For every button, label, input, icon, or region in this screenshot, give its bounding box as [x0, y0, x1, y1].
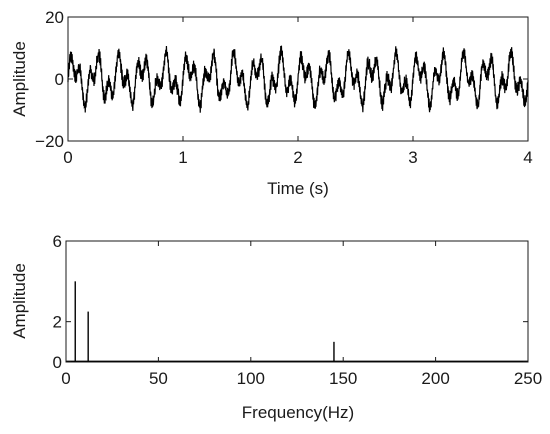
frequency-x-tick-label: 50	[149, 369, 168, 388]
frequency-domain-chart: 0 50 100 150 200 250 0 2 6 Frequency(Hz) Amplit…	[10, 232, 542, 422]
time-x-tick-label: 0	[63, 148, 72, 167]
time-x-tick-label: 3	[408, 148, 417, 167]
frequency-x-tick-label: 200	[421, 369, 449, 388]
frequency-y-tick-label: 0	[53, 353, 62, 372]
frequency-y-ticks: 0 2 6	[53, 232, 528, 372]
frequency-x-ticks: 0 50 100 150 200 250	[61, 241, 542, 388]
frequency-x-tick-label: 250	[514, 369, 542, 388]
time-x-tick-label: 2	[293, 148, 302, 167]
time-x-axis-label: Time (s)	[267, 179, 329, 198]
frequency-y-axis-label: Amplitude	[10, 263, 29, 339]
time-y-tick-label: 20	[45, 8, 64, 27]
frequency-y-tick-label: 6	[53, 232, 62, 251]
frequency-y-tick-label: 2	[53, 313, 62, 332]
time-x-tick-label: 4	[523, 148, 532, 167]
time-y-axis-label: Amplitude	[10, 41, 29, 117]
frequency-peaks	[74, 281, 335, 362]
frequency-plot-frame	[65, 240, 529, 363]
time-signal-line	[67, 45, 529, 113]
time-y-tick-label: −20	[35, 132, 64, 151]
frequency-x-tick-label: 150	[329, 369, 357, 388]
time-x-tick-label: 1	[178, 148, 187, 167]
frequency-x-tick-label: 100	[237, 369, 265, 388]
frequency-x-axis-label: Frequency(Hz)	[242, 403, 354, 422]
frequency-x-tick-label: 0	[61, 369, 70, 388]
time-y-ticks: −20 0 20	[35, 8, 528, 151]
time-y-tick-label: 0	[55, 70, 64, 89]
time-x-ticks: 0 1 2 3 4	[63, 17, 533, 167]
